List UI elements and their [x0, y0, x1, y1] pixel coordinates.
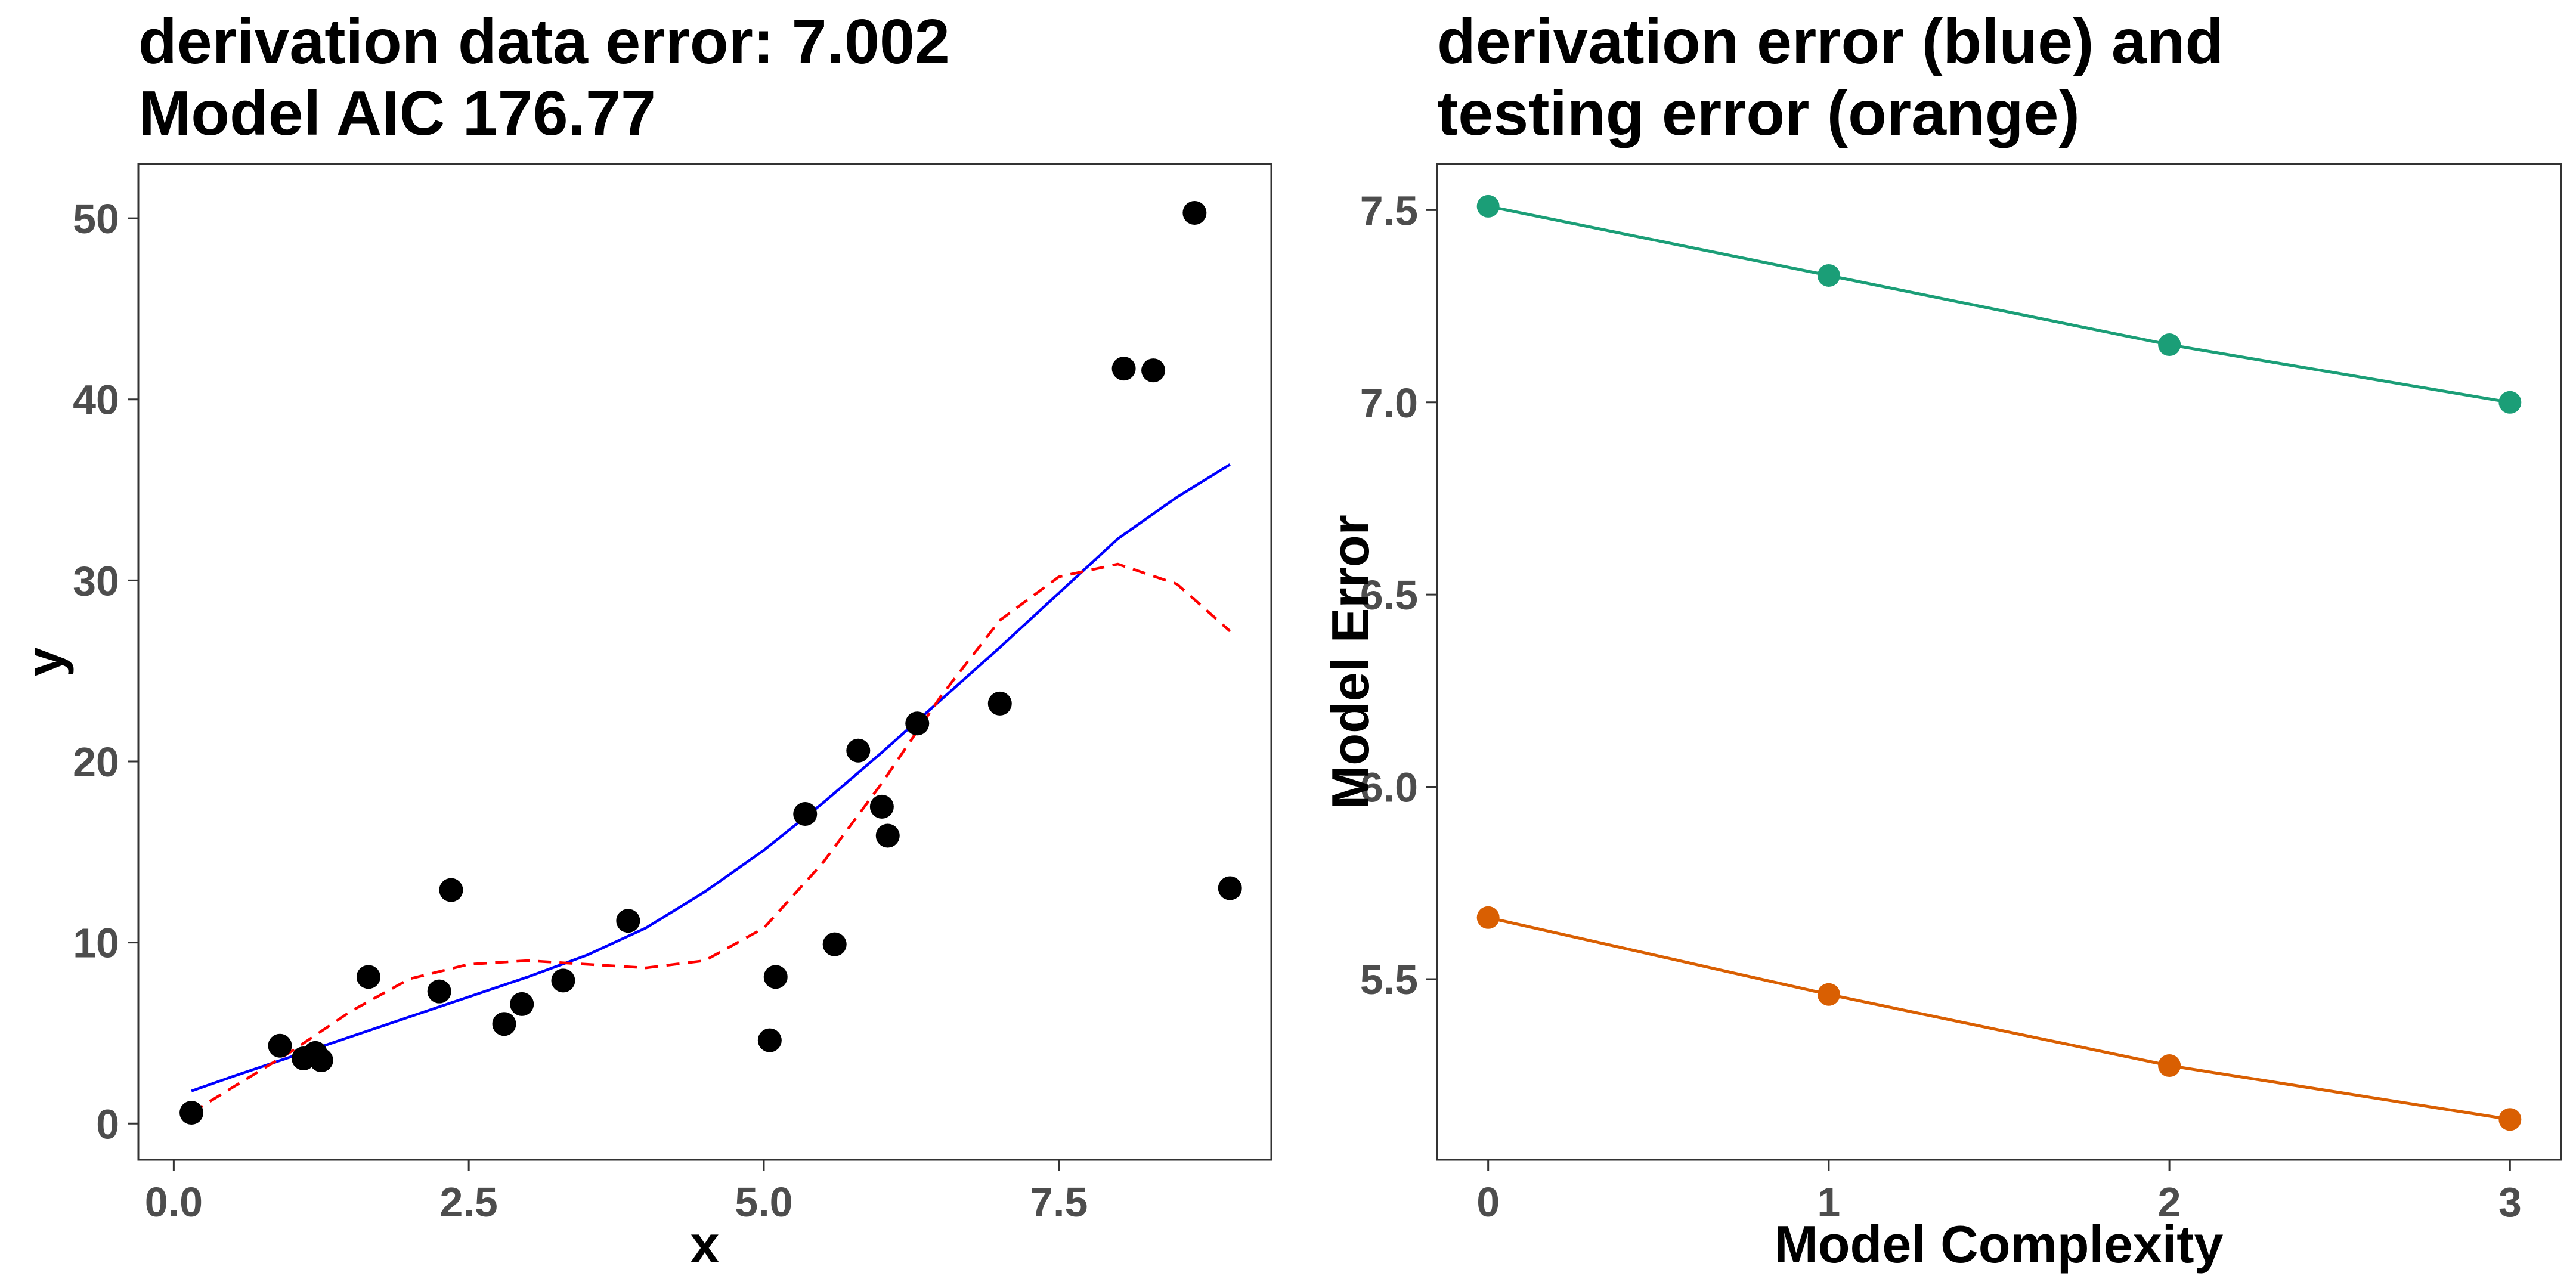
right-x-tick-label: 0: [1476, 1179, 1500, 1225]
left-x-tick-label: 0.0: [145, 1179, 203, 1225]
right-series-lines: [1476, 194, 2522, 1131]
data-point: [1141, 358, 1166, 383]
data-point: [846, 738, 871, 763]
right-y-tick-label: 7.5: [1360, 187, 1418, 234]
data-point: [439, 878, 463, 902]
right-y-tick-label: 6.0: [1360, 764, 1418, 811]
left-x-axis-title: x: [691, 1215, 720, 1274]
data-point: [1111, 357, 1136, 381]
right-y-tick-label: 5.5: [1360, 956, 1418, 1003]
data-point: [1182, 200, 1207, 225]
right-x-tick-label: 1: [1817, 1179, 1840, 1225]
left-y-tick-label: 20: [73, 739, 119, 785]
right-x-axis: 0 1 2 3: [1476, 1160, 2522, 1225]
right-y-tick-label: 7.0: [1360, 380, 1418, 426]
data-point: [510, 992, 534, 1016]
left-x-tick-label: 2.5: [440, 1179, 498, 1225]
series-point-2: [1817, 983, 1840, 1006]
left-panel-title-line-1: derivation data error: 7.002: [138, 7, 950, 77]
data-point: [427, 979, 451, 1004]
data-point: [309, 1048, 333, 1072]
right-y-axis-title: Model Error: [1321, 515, 1380, 809]
data-point: [987, 691, 1012, 716]
data-point: [551, 968, 575, 993]
data-point: [1218, 876, 1242, 900]
data-point: [763, 965, 788, 989]
left-panel: derivation data error: 7.002 Model AIC 1…: [15, 7, 1272, 1274]
solid-fit-line: [191, 463, 1231, 1092]
right-panel: derivation error (blue) and testing erro…: [1321, 7, 2562, 1274]
data-point: [492, 1012, 516, 1036]
left-panel-title-line-2: Model AIC 176.77: [138, 78, 656, 148]
left-y-axis-title: y: [15, 647, 74, 676]
right-plot-frame: [1436, 163, 2562, 1161]
data-point: [875, 823, 900, 848]
series-point-2: [2498, 1108, 2522, 1131]
left-data-points: [179, 200, 1242, 1125]
dashed-fit-line: [190, 562, 1231, 1114]
data-point: [757, 1028, 782, 1052]
left-plot-frame: [137, 163, 1272, 1161]
series-line-1: [1488, 205, 2510, 404]
right-y-axis: 5.5 6.0 6.5 7.0 7.5: [1360, 187, 1437, 1003]
series-point-1: [2158, 333, 2181, 357]
left-x-tick-label: 7.5: [1030, 1179, 1088, 1225]
right-panel-title-line-1: derivation error (blue) and: [1437, 7, 2224, 77]
data-point: [905, 711, 930, 736]
right-x-axis-title: Model Complexity: [1775, 1215, 2224, 1274]
data-point: [616, 909, 640, 933]
left-y-tick-label: 40: [73, 377, 119, 423]
left-x-tick-label: 5.0: [735, 1179, 792, 1225]
right-x-tick-label: 2: [2158, 1179, 2181, 1225]
data-point: [268, 1033, 292, 1058]
left-y-tick-label: 50: [73, 196, 119, 242]
left-y-tick-label: 10: [73, 920, 119, 967]
series-point-2: [1476, 906, 1500, 929]
right-x-tick-label: 3: [2498, 1179, 2522, 1225]
data-point: [356, 965, 380, 989]
series-point-1: [1476, 194, 1500, 218]
left-x-axis: 0.0 2.5 5.0 7.5: [145, 1160, 1088, 1225]
left-y-tick-label: 0: [96, 1101, 119, 1147]
data-point: [179, 1101, 204, 1125]
data-point: [793, 802, 818, 826]
left-fit-lines: [190, 463, 1231, 1114]
series-point-1: [2498, 391, 2522, 414]
data-point: [822, 932, 847, 956]
right-panel-title-line-2: testing error (orange): [1437, 78, 2080, 148]
left-y-axis: 0 10 20 30 40 50: [73, 196, 138, 1147]
data-point: [869, 794, 894, 819]
right-y-tick-label: 6.5: [1360, 572, 1418, 618]
series-point-2: [2158, 1054, 2181, 1078]
left-y-tick-label: 30: [73, 558, 119, 604]
series-line-2: [1488, 916, 2510, 1121]
series-point-1: [1817, 264, 1840, 287]
